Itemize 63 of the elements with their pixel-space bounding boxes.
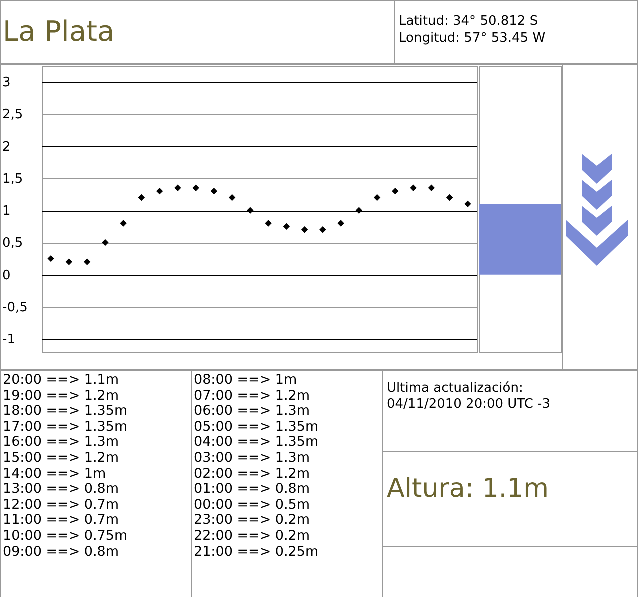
chart-title: La Plata	[1, 1, 395, 63]
point	[174, 184, 182, 192]
point	[283, 223, 290, 230]
text: 19:00 ==> 1.2m	[3, 388, 120, 404]
text: 12:00 ==> 0.7m	[3, 496, 120, 514]
text: 06:00 ==> 1.3m	[194, 403, 312, 420]
point	[192, 184, 200, 192]
point	[48, 255, 54, 262]
text: 00:00 ==> 0.5m	[194, 496, 312, 514]
text: 01:00 ==> 0.8m	[194, 481, 312, 498]
y-tick-label: 0	[2, 268, 11, 284]
text: 04/11/2010 20:00 UTC -3	[387, 397, 552, 413]
text: 08:00 ==> 1m	[194, 372, 298, 389]
text: 16:00 ==> 1.3m	[3, 434, 120, 451]
point	[247, 207, 254, 214]
y-tick-label: -1	[2, 332, 16, 348]
point	[156, 188, 164, 195]
text: Altura: 1.1m	[383, 452, 637, 547]
text: 23:00 ==> 0.2m	[194, 512, 312, 529]
text: 20:00 ==> 1.1m	[3, 372, 120, 389]
point	[301, 226, 308, 234]
point	[464, 200, 472, 208]
point	[446, 194, 454, 202]
point	[228, 194, 236, 202]
text: 02:00 ==> 1.2m	[194, 466, 312, 482]
point	[84, 258, 91, 266]
text: 09:00 ==> 0.8m	[3, 544, 120, 560]
text: 11:00 ==> 0.7m	[3, 512, 120, 529]
point	[320, 226, 326, 234]
text: 17:00 ==> 1.35m	[3, 418, 129, 436]
y-tick-label: 1	[2, 204, 11, 220]
text: 04:00 ==> 1.35m	[194, 434, 320, 451]
text: Latitud: 34° 50.812 S	[399, 13, 540, 30]
y-tick-label: 2,5	[2, 108, 24, 123]
point	[428, 184, 436, 192]
text: 15:00 ==> 1.2m	[3, 450, 120, 467]
text: 18:00 ==> 1.35m	[3, 403, 129, 420]
point	[392, 188, 399, 195]
y-tick-label: 3	[2, 76, 11, 91]
text: 13:00 ==> 0.8m	[3, 481, 120, 498]
text: 07:00 ==> 1.2m	[194, 388, 312, 404]
text: 14:00 ==> 1m	[3, 466, 108, 482]
text: 21:00 ==> 0.25m	[194, 544, 320, 560]
text: 03:00 ==> 1.3m	[194, 450, 312, 467]
text: 22:00 ==> 0.2m	[194, 528, 312, 545]
y-tick-label: 0,5	[2, 236, 24, 252]
point	[66, 258, 73, 266]
y-tick-label: 2	[2, 140, 11, 155]
text: 05:00 ==> 1.35m	[194, 418, 320, 436]
y-tick-label: 1,5	[2, 172, 24, 187]
point	[210, 188, 218, 195]
point	[120, 220, 127, 227]
point	[356, 207, 363, 214]
point	[410, 184, 417, 192]
point	[138, 194, 146, 202]
text: 10:00 ==> 0.75m	[3, 528, 129, 545]
y-tick-label: -0,5	[2, 300, 28, 316]
point	[102, 239, 109, 246]
point	[265, 220, 272, 227]
text: Ultima actualización:	[387, 381, 524, 397]
point	[374, 194, 381, 202]
text: Longitud: 57° 53.45 W	[399, 30, 547, 47]
point	[338, 220, 344, 227]
